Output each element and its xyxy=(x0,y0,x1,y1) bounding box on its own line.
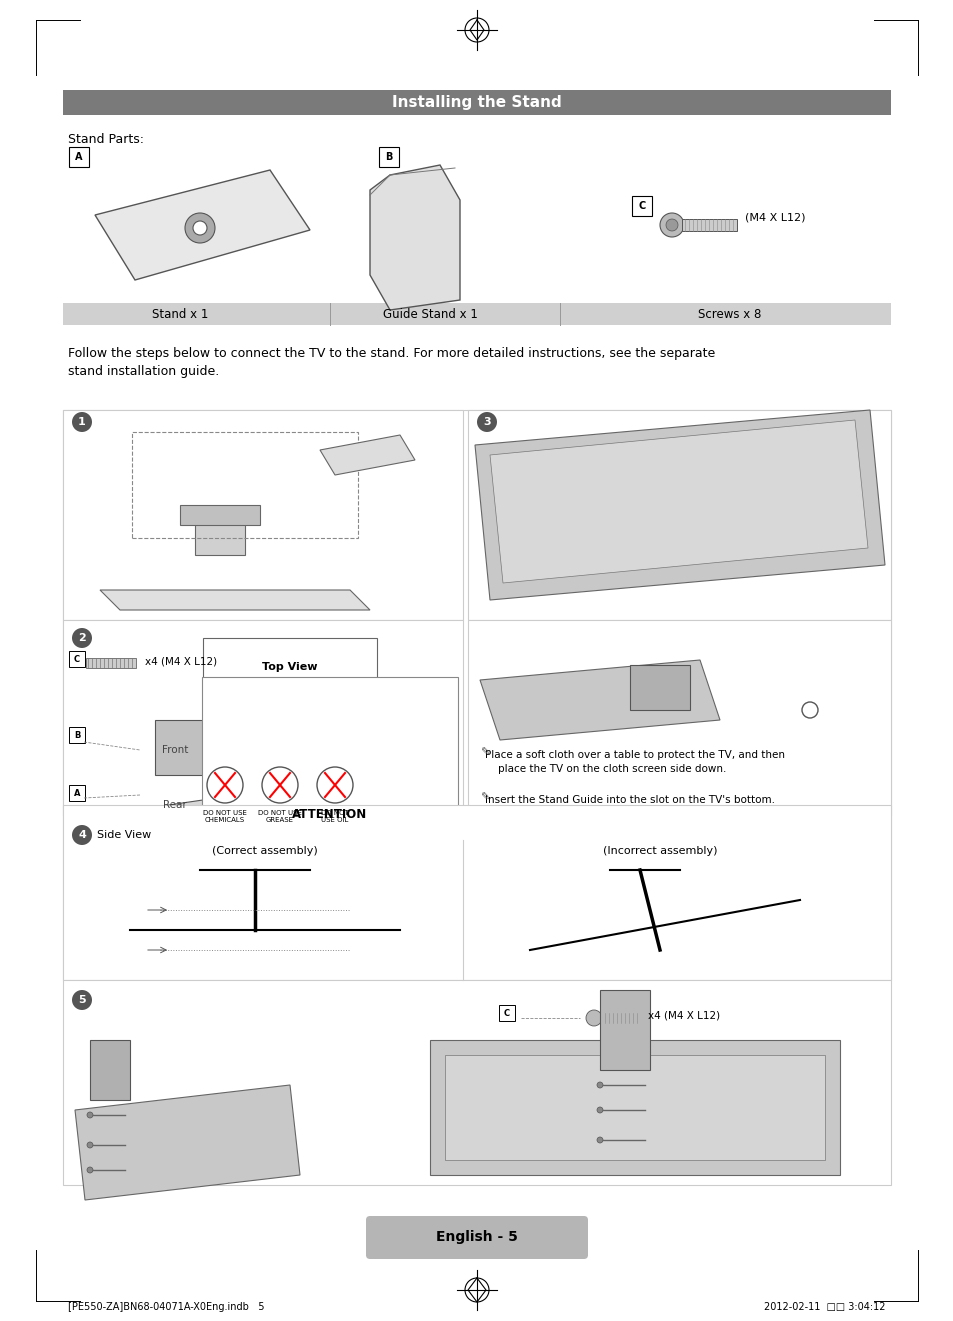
Text: 2: 2 xyxy=(78,633,86,643)
FancyBboxPatch shape xyxy=(90,1040,130,1100)
Polygon shape xyxy=(490,420,867,583)
Text: Rear: Rear xyxy=(163,801,187,810)
Text: Front: Front xyxy=(162,745,188,756)
FancyBboxPatch shape xyxy=(63,410,462,620)
Circle shape xyxy=(659,213,683,236)
Text: 5: 5 xyxy=(78,995,86,1005)
Text: C: C xyxy=(503,1008,510,1017)
Circle shape xyxy=(665,219,678,231)
Text: (Incorrect assembly): (Incorrect assembly) xyxy=(602,845,717,856)
Text: C: C xyxy=(638,201,645,211)
Circle shape xyxy=(193,221,207,235)
FancyBboxPatch shape xyxy=(63,303,890,325)
Circle shape xyxy=(597,1082,602,1089)
FancyBboxPatch shape xyxy=(63,620,462,815)
FancyBboxPatch shape xyxy=(69,651,85,667)
Text: DO NOT USE
CHEMICALS: DO NOT USE CHEMICALS xyxy=(203,810,247,823)
Text: C: C xyxy=(74,654,80,663)
FancyBboxPatch shape xyxy=(63,804,890,980)
Text: x4 (M4 X L12): x4 (M4 X L12) xyxy=(145,657,217,666)
Circle shape xyxy=(71,412,91,432)
Polygon shape xyxy=(370,165,459,310)
FancyBboxPatch shape xyxy=(378,147,398,166)
Circle shape xyxy=(316,768,353,803)
Polygon shape xyxy=(95,170,310,280)
Polygon shape xyxy=(75,1085,299,1199)
Text: B: B xyxy=(385,152,393,162)
Circle shape xyxy=(71,826,91,845)
Text: DO NOT USE
GREASE: DO NOT USE GREASE xyxy=(258,810,301,823)
FancyBboxPatch shape xyxy=(202,676,457,818)
Circle shape xyxy=(87,1141,92,1148)
Text: 3: 3 xyxy=(482,417,490,427)
FancyBboxPatch shape xyxy=(270,720,310,731)
Circle shape xyxy=(185,213,214,243)
Text: Screws x 8: Screws x 8 xyxy=(698,308,760,321)
FancyBboxPatch shape xyxy=(498,1005,515,1021)
Polygon shape xyxy=(220,720,359,740)
FancyBboxPatch shape xyxy=(366,1217,587,1259)
Polygon shape xyxy=(479,660,720,740)
Text: (Correct assembly): (Correct assembly) xyxy=(212,845,317,856)
Text: (M4 X L12): (M4 X L12) xyxy=(744,213,804,223)
Circle shape xyxy=(71,627,91,649)
FancyBboxPatch shape xyxy=(468,410,890,620)
FancyBboxPatch shape xyxy=(631,196,651,217)
FancyBboxPatch shape xyxy=(602,1013,640,1022)
Text: ✎: ✎ xyxy=(479,793,489,803)
FancyBboxPatch shape xyxy=(203,638,376,697)
FancyBboxPatch shape xyxy=(69,785,85,801)
Text: 2012-02-11  □□ 3:04:12: 2012-02-11 □□ 3:04:12 xyxy=(763,1303,885,1312)
Text: A: A xyxy=(75,152,83,162)
Text: ✎: ✎ xyxy=(479,748,489,758)
Text: 4: 4 xyxy=(78,830,86,840)
FancyBboxPatch shape xyxy=(63,90,890,115)
Polygon shape xyxy=(475,410,884,600)
Circle shape xyxy=(476,412,497,432)
Circle shape xyxy=(87,1166,92,1173)
FancyBboxPatch shape xyxy=(629,664,689,709)
Text: Stand x 1: Stand x 1 xyxy=(152,308,208,321)
FancyBboxPatch shape xyxy=(681,219,737,231)
Text: Stand Parts:: Stand Parts: xyxy=(68,133,144,147)
Text: Guide Stand x 1: Guide Stand x 1 xyxy=(382,308,476,321)
FancyBboxPatch shape xyxy=(599,989,649,1070)
Polygon shape xyxy=(444,1055,824,1160)
Circle shape xyxy=(585,1011,601,1026)
FancyBboxPatch shape xyxy=(63,980,890,1185)
FancyBboxPatch shape xyxy=(154,720,210,775)
Text: B: B xyxy=(73,731,80,740)
Polygon shape xyxy=(100,590,370,610)
FancyBboxPatch shape xyxy=(63,410,890,980)
Circle shape xyxy=(262,768,297,803)
Polygon shape xyxy=(319,435,415,476)
FancyBboxPatch shape xyxy=(69,727,85,742)
Polygon shape xyxy=(430,1040,840,1174)
Circle shape xyxy=(597,1107,602,1114)
FancyBboxPatch shape xyxy=(180,505,260,524)
Text: 1: 1 xyxy=(78,417,86,427)
Text: Insert the Stand Guide into the slot on the TV's bottom.: Insert the Stand Guide into the slot on … xyxy=(484,795,774,804)
Text: DO NOT
USE OIL: DO NOT USE OIL xyxy=(321,810,349,823)
Circle shape xyxy=(207,768,243,803)
Text: Side View: Side View xyxy=(97,830,152,840)
Circle shape xyxy=(71,989,91,1011)
Text: x4 (M4 X L12): x4 (M4 X L12) xyxy=(647,1011,720,1021)
Polygon shape xyxy=(100,779,379,835)
Text: Follow the steps below to connect the TV to the stand. For more detailed instruc: Follow the steps below to connect the TV… xyxy=(68,347,715,378)
Text: ATTENTION: ATTENTION xyxy=(292,808,367,822)
FancyBboxPatch shape xyxy=(194,520,245,555)
Circle shape xyxy=(597,1137,602,1143)
FancyBboxPatch shape xyxy=(69,147,89,166)
FancyBboxPatch shape xyxy=(86,658,136,668)
Text: [PE550-ZA]BN68-04071A-X0Eng.indb   5: [PE550-ZA]BN68-04071A-X0Eng.indb 5 xyxy=(68,1303,264,1312)
Circle shape xyxy=(87,1112,92,1118)
Text: English - 5: English - 5 xyxy=(436,1230,517,1244)
Text: A: A xyxy=(73,789,80,798)
FancyBboxPatch shape xyxy=(468,620,890,815)
Text: Place a soft cloth over a table to protect the TV, and then
    place the TV on : Place a soft cloth over a table to prote… xyxy=(484,750,784,774)
Text: Installing the Stand: Installing the Stand xyxy=(392,95,561,110)
Text: Top View: Top View xyxy=(262,662,317,672)
